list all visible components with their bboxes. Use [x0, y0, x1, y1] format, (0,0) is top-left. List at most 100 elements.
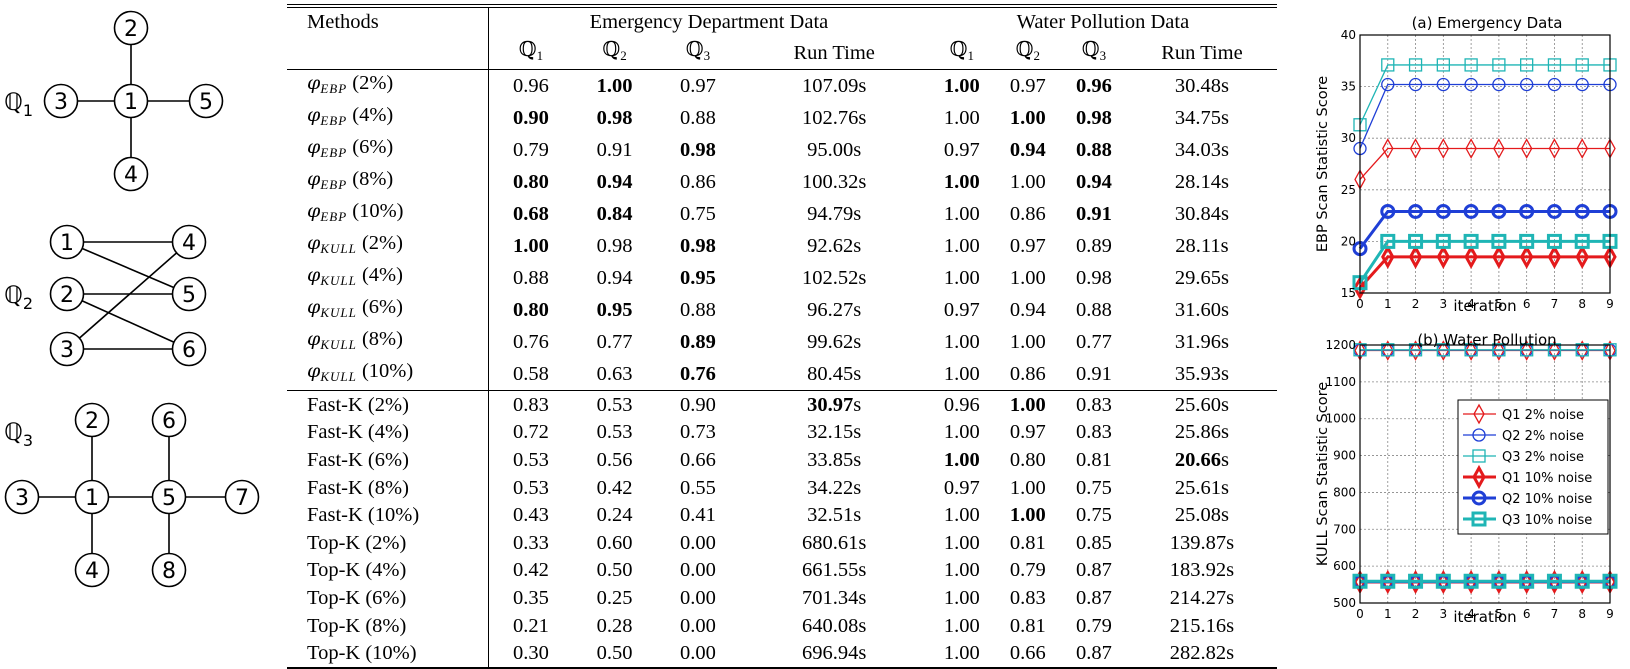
data-point: [1436, 58, 1450, 72]
data-point: [1520, 58, 1534, 72]
header-q3: ℚ3: [685, 37, 711, 63]
graph-node: [43, 83, 79, 119]
table-cell: 0.53: [513, 448, 549, 471]
header-q1: ℚ1: [518, 37, 544, 63]
table-row: φKULL (4%) 0.88 0.94 0.95 102.52s 1.00 1.00 0.9…: [287, 262, 1277, 294]
data-point: [1575, 77, 1589, 92]
table-cell: 31.96s: [1174, 331, 1229, 353]
legend-label: Q3 10% noise: [1502, 513, 1592, 528]
table-row: Top-K (2%) 0.33 0.60 0.00 680.61s 1.00 0.81 0.8…: [287, 528, 1277, 557]
graph-node: [74, 479, 110, 515]
graph-q3: [22, 420, 242, 570]
legend-marker: [1471, 511, 1487, 527]
data-point: [1464, 569, 1478, 595]
table-row: φEBP (8%) 0.80 0.94 0.86 100.32s 1.00 1.00 0.94…: [287, 166, 1277, 198]
table-header-row-2: ℚ1 ℚ2 ℚ3 Run Time ℚ1 ℚ2 ℚ3 Run Time: [287, 36, 1277, 70]
method-name: Top-K (10%): [287, 639, 489, 669]
graph-node: [113, 10, 149, 46]
table-cell: 0.75: [1075, 476, 1112, 499]
method-name: φEBP (2%): [287, 69, 489, 102]
graph-node-label: 4: [124, 163, 138, 188]
data-point: [1575, 58, 1589, 72]
data-point: [1408, 203, 1424, 219]
data-point: [1491, 203, 1507, 219]
graph-node: [49, 331, 85, 367]
data-point: [1381, 244, 1395, 269]
series-line: [1358, 239, 1610, 284]
table-cell: 0.98: [679, 235, 716, 257]
data-point: [1493, 138, 1505, 159]
table-cell: 100.32s: [802, 171, 867, 193]
data-point: [1409, 138, 1422, 159]
data-point: [1548, 340, 1561, 361]
table-row: φEBP (6%) 0.79 0.91 0.98 95.00s 0.97 0.94 0.88 3…: [287, 134, 1277, 166]
graph-node: [151, 479, 187, 515]
table-row: φKULL (8%) 0.76 0.77 0.89 99.62s 1.00 1.00 0.77…: [287, 326, 1277, 358]
data-point: [1436, 343, 1450, 357]
table-cell: 0.75: [1075, 504, 1112, 527]
data-point: [1408, 244, 1423, 269]
table-cell: 1.00: [943, 267, 980, 289]
graph-node-label: 2: [124, 17, 138, 42]
table-cell: 139.87s: [1169, 531, 1235, 554]
table-cell: 0.50: [596, 559, 633, 582]
method-name: φKULL (10%): [287, 358, 489, 391]
method-name: Top-K (2%): [287, 528, 489, 557]
plot-frame: [1359, 34, 1611, 294]
table-cell: 0.43: [513, 504, 549, 527]
table-cell: 0.86: [679, 171, 716, 193]
table-body: φEBP (2%) 0.96 1.00 0.97 107.09s 1.00 0.97 0.96…: [287, 69, 1277, 669]
table-cell: 0.81: [1009, 614, 1046, 637]
x-tick-label: 0: [1356, 607, 1364, 621]
graph-node-label: 1: [60, 231, 74, 256]
table-cell: 0.55: [679, 476, 716, 499]
data-point: [1519, 244, 1534, 269]
method-name: φKULL (2%): [287, 230, 489, 262]
table-cell: 0.85: [1075, 531, 1112, 554]
table-cell: 28.14s: [1174, 171, 1229, 193]
data-point: [1575, 244, 1589, 269]
table-row: φEBP (10%) 0.68 0.84 0.75 94.79s 1.00 0.86 0.91…: [287, 198, 1277, 230]
table-cell: 0.77: [596, 331, 633, 353]
table-cell: 0.96: [488, 69, 573, 102]
table-cell: 0.88: [679, 299, 716, 321]
series-line: [1359, 64, 1610, 126]
table-cell: 0.88: [679, 107, 716, 129]
table-cell: 0.91: [1075, 203, 1112, 225]
x-tick-label: 3: [1440, 297, 1448, 311]
header-methods: Methods: [287, 6, 489, 36]
table-cell: 95.00s: [807, 139, 862, 161]
data-point: [1492, 77, 1506, 92]
table-cell: 28.11s: [1175, 235, 1229, 257]
series-line: [1359, 147, 1610, 180]
graph-node-label: 6: [162, 409, 176, 434]
table-cell: 1.00: [928, 69, 995, 102]
table-cell: 282.82s: [1126, 639, 1277, 669]
table-cell: 0.95: [596, 299, 633, 321]
table-cell: 0.53: [596, 421, 633, 444]
x-axis-label: iteration: [1453, 608, 1516, 626]
data-point: [1465, 138, 1477, 159]
table-cell: 0.96: [928, 389, 995, 419]
data-point: [1465, 340, 1477, 361]
data-point: [1463, 573, 1479, 589]
table-cell: 0.35: [513, 586, 549, 609]
y-tick-label: 1100: [1325, 375, 1356, 389]
x-tick-label: 6: [1523, 607, 1531, 621]
y-tick-label: 800: [1333, 485, 1356, 499]
table-cell: 0.28: [596, 614, 633, 637]
table-cell: 0.33: [513, 531, 549, 554]
method-name: φEBP (8%): [287, 166, 489, 198]
data-point: [1408, 233, 1424, 249]
table-cell: 0.76: [513, 331, 549, 353]
method-name: Fast-K (6%): [287, 446, 489, 474]
chart-title: (a) Emergency Data: [1412, 14, 1563, 32]
header-q2: ℚ2: [602, 37, 627, 63]
method-name: φKULL (8%): [287, 326, 489, 358]
table-cell: 0.81: [1009, 531, 1046, 554]
legend-marker: [1472, 449, 1486, 463]
table-cell: 0.94: [596, 171, 633, 193]
table-cell: 661.55s: [802, 559, 867, 582]
data-point: [1435, 233, 1451, 249]
x-axis-label: iteration: [1453, 297, 1516, 315]
